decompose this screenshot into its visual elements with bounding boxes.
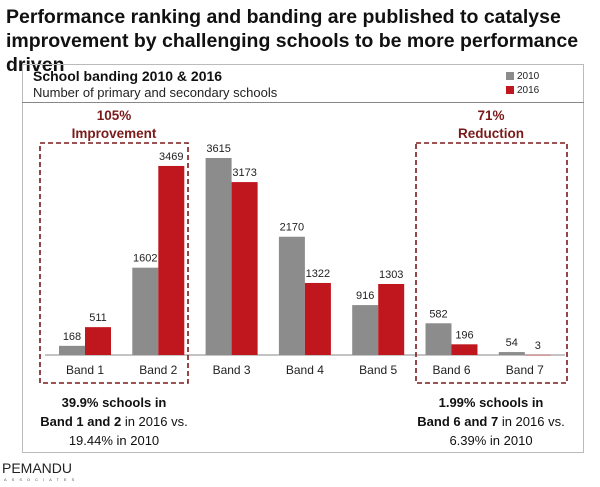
bar-2016-band-4 bbox=[304, 282, 331, 355]
bar-2016-band-1 bbox=[85, 327, 111, 355]
bar-2010-band-4 bbox=[278, 236, 305, 355]
x-tick-label: Band 2 bbox=[139, 363, 177, 377]
logo: PEMANDU bbox=[2, 460, 73, 476]
bar-2010-band-7 bbox=[498, 352, 525, 355]
highlight-box-right bbox=[415, 142, 568, 384]
legend-2016: 2016 bbox=[506, 85, 539, 96]
bar-2016-band-6 bbox=[451, 344, 478, 355]
bar-2010-band-6 bbox=[425, 323, 452, 355]
bar-2016-band-5 bbox=[378, 283, 405, 355]
chart-subtitle: Number of primary and secondary schools bbox=[33, 85, 278, 100]
data-label: 2170 bbox=[280, 222, 304, 234]
divider bbox=[22, 102, 584, 103]
data-label: 1322 bbox=[306, 268, 330, 280]
legend-label: 2016 bbox=[517, 85, 540, 96]
bar-2010-band-5 bbox=[352, 305, 379, 355]
x-tick-label: Band 7 bbox=[506, 363, 544, 377]
annotation-right-pct: 71% bbox=[477, 108, 505, 123]
data-label: 511 bbox=[89, 312, 107, 324]
bar-2010-band-3 bbox=[205, 158, 232, 355]
note-right: 1.99% schools in Band 6 and 7 in 2016 vs.… bbox=[417, 395, 565, 448]
x-tick-label: Band 4 bbox=[286, 363, 324, 377]
logo-sub: ASSOCIATES bbox=[4, 477, 80, 482]
data-label: 1303 bbox=[379, 269, 403, 281]
bar-2010-band-1 bbox=[59, 345, 85, 355]
data-label: 916 bbox=[356, 290, 374, 302]
x-tick-label: Band 6 bbox=[432, 363, 470, 377]
highlight-box-left bbox=[39, 142, 189, 384]
x-tick-label: Band 3 bbox=[213, 363, 251, 377]
data-label: 196 bbox=[455, 329, 473, 341]
data-label: 168 bbox=[63, 331, 81, 343]
annotation-right-label: Reduction bbox=[458, 126, 524, 141]
data-label: 3615 bbox=[206, 143, 230, 155]
bar-2016-band-2 bbox=[158, 165, 185, 355]
legend-label: 2010 bbox=[517, 71, 540, 82]
data-label: 54 bbox=[506, 337, 518, 349]
bar-2016-band-7 bbox=[524, 354, 551, 356]
note-left: 39.9% schools in Band 1 and 2 in 2016 vs.… bbox=[40, 395, 188, 448]
data-label: 582 bbox=[429, 308, 447, 320]
data-label: 3469 bbox=[159, 151, 183, 163]
bar-2016-band-3 bbox=[231, 182, 258, 355]
data-label: 1602 bbox=[133, 253, 157, 265]
x-tick-label: Band 5 bbox=[359, 363, 397, 377]
annotation-left-pct: 105% bbox=[96, 108, 132, 123]
legend-2010: 2010 bbox=[506, 71, 539, 82]
slide-title: Performance ranking and banding are publ… bbox=[6, 6, 579, 76]
annotation-left-label: Improvement bbox=[71, 126, 157, 141]
data-label: 3173 bbox=[232, 167, 256, 179]
chart-title: School banding 2010 & 2016 bbox=[33, 68, 223, 84]
chart-panel bbox=[22, 64, 584, 453]
bar-2010-band-2 bbox=[132, 267, 159, 355]
x-tick-label: Band 1 bbox=[66, 363, 104, 377]
data-label: 3 bbox=[535, 340, 541, 352]
